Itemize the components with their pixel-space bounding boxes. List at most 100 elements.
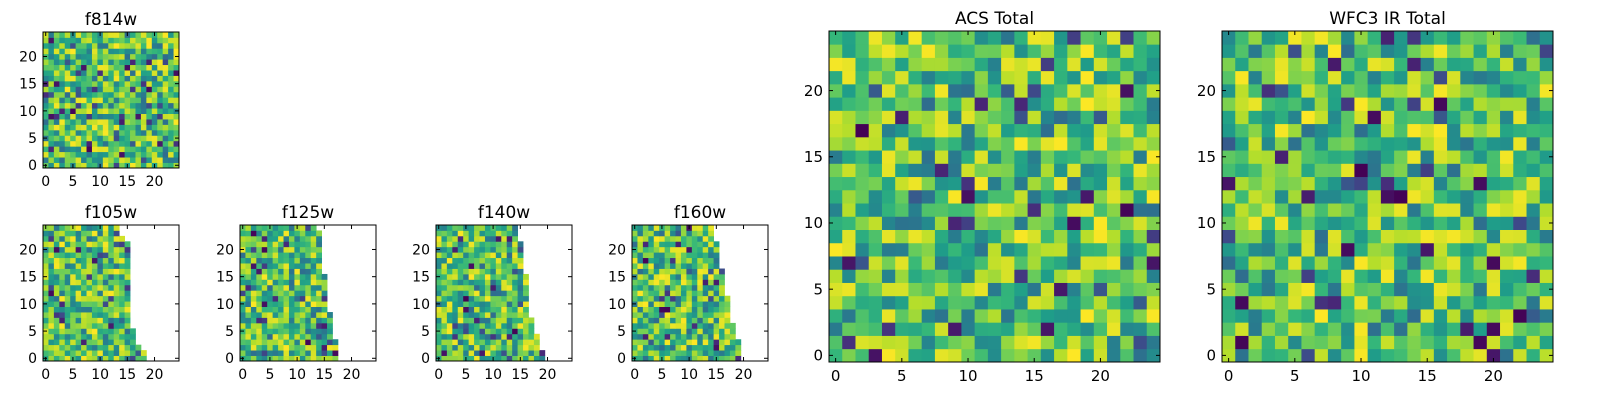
acs-total-cell — [1067, 242, 1081, 257]
f125w-cell — [305, 279, 312, 286]
f814w-cell — [162, 135, 169, 142]
f160w-cell — [697, 306, 704, 313]
f140w-cell — [523, 306, 529, 313]
wfc3-ir-total-cell — [1539, 242, 1554, 257]
f814w-cell — [86, 113, 93, 120]
f814w-cell — [119, 151, 125, 158]
f160w-cell — [708, 225, 714, 231]
wfc3-ir-total-cell — [1513, 322, 1527, 336]
f160w-cell — [675, 350, 682, 356]
wfc3-ir-total-cell — [1500, 309, 1514, 323]
f140w-cell — [495, 241, 502, 248]
f140w-cell — [484, 339, 491, 346]
acs-total-cell — [855, 57, 870, 72]
wfc3-ir-total-cell — [1354, 163, 1369, 178]
f160w-cell — [659, 268, 666, 275]
f140w-cell — [490, 279, 497, 286]
wfc3-ir-total-cell — [1354, 189, 1369, 204]
f160w-cell — [697, 241, 704, 248]
wfc3-ir-total-cell — [1274, 203, 1289, 217]
f140w-cell — [501, 268, 508, 275]
f105w-cell — [91, 241, 98, 248]
acs-total-cell — [974, 163, 989, 178]
f105w-cell — [86, 284, 93, 291]
wfc3-ir-total-cell — [1354, 256, 1369, 270]
wfc3-ir-total-cell — [1288, 31, 1302, 45]
wfc3-ir-total-cell — [1261, 242, 1276, 257]
f814w-cell — [53, 135, 60, 142]
f105w-cell — [70, 295, 77, 302]
f160w-cell — [713, 263, 720, 269]
f140w-cell — [468, 246, 475, 253]
f140w-cell — [512, 317, 518, 324]
acs-total-cell — [921, 83, 936, 98]
acs-total-cell — [1080, 150, 1095, 164]
f814w-cell — [151, 91, 158, 98]
f140w-cell — [495, 322, 502, 329]
f814w-cell — [146, 119, 153, 125]
f140w-cell — [463, 235, 470, 242]
acs-total-cell — [829, 136, 843, 151]
acs-total-cell — [921, 163, 936, 178]
acs-total-cell — [974, 322, 989, 336]
f160w-cell — [719, 268, 725, 275]
f105w-cell — [75, 339, 82, 346]
acs-total-cell — [881, 309, 896, 323]
f814w-cell — [43, 146, 49, 153]
wfc3-ir-total-cell — [1248, 57, 1263, 72]
f125w-cell — [310, 263, 317, 269]
f160w-cell — [648, 257, 655, 264]
acs-total-cell — [1014, 269, 1028, 283]
acs-total-cell — [1014, 70, 1028, 85]
acs-total-cell — [974, 150, 989, 164]
wfc3-ir-total-cell — [1222, 335, 1236, 350]
f814w-cell — [97, 97, 104, 104]
f160w-cell — [724, 317, 731, 324]
wfc3-ir-total-cell — [1500, 176, 1514, 191]
f105w-cell — [130, 344, 136, 351]
f814w-cell — [91, 64, 98, 71]
wfc3-ir-total-cell — [1394, 335, 1408, 350]
acs-total-cell — [868, 229, 883, 244]
f814w-cell — [135, 48, 142, 55]
f814w-cell — [75, 146, 82, 153]
f105w-cell — [91, 273, 98, 280]
wfc3-ir-total-cell — [1420, 242, 1435, 257]
f105w-cell — [70, 252, 77, 259]
f125w-cell — [283, 235, 290, 242]
f160w-cell — [691, 339, 698, 346]
f814w-cell — [151, 53, 158, 60]
acs-total-cell — [1001, 163, 1015, 178]
wfc3-ir-total-cell — [1354, 31, 1369, 45]
f105w-cell — [53, 225, 60, 231]
wfc3-ir-total-cell — [1327, 57, 1342, 72]
f160w-cell — [648, 306, 655, 313]
f140w-cell — [533, 339, 540, 346]
acs-total-cell — [868, 163, 883, 178]
f160w-cell — [664, 328, 671, 335]
wfc3-ir-total-xtick-label: 10 — [1351, 367, 1370, 385]
f160w-cell — [697, 301, 704, 307]
f125w-cell — [261, 322, 268, 329]
f160w-cell — [697, 273, 704, 280]
acs-total-cell — [1001, 229, 1015, 244]
f125w-cell — [245, 339, 252, 346]
f105w-cell — [91, 344, 98, 351]
f105w-cell — [59, 317, 66, 324]
f140w-cell — [441, 284, 448, 291]
wfc3-ir-total-cell — [1447, 70, 1461, 85]
f125w-title: f125w — [282, 203, 334, 223]
f125w-cell — [267, 279, 274, 286]
f140w-cell — [479, 273, 486, 280]
acs-total-cell — [1001, 309, 1015, 323]
f140w-cell — [463, 241, 470, 248]
f105w-cell — [53, 344, 60, 351]
wfc3-ir-total-cell — [1341, 150, 1355, 164]
f105w-cell — [64, 246, 71, 253]
f125w-cell — [261, 290, 268, 297]
f125w-cell — [283, 355, 290, 362]
acs-total-cells — [829, 31, 1161, 363]
wfc3-ir-total-cell — [1314, 150, 1329, 164]
f814w-cell — [119, 53, 125, 60]
wfc3-ir-total-cell — [1301, 57, 1316, 72]
